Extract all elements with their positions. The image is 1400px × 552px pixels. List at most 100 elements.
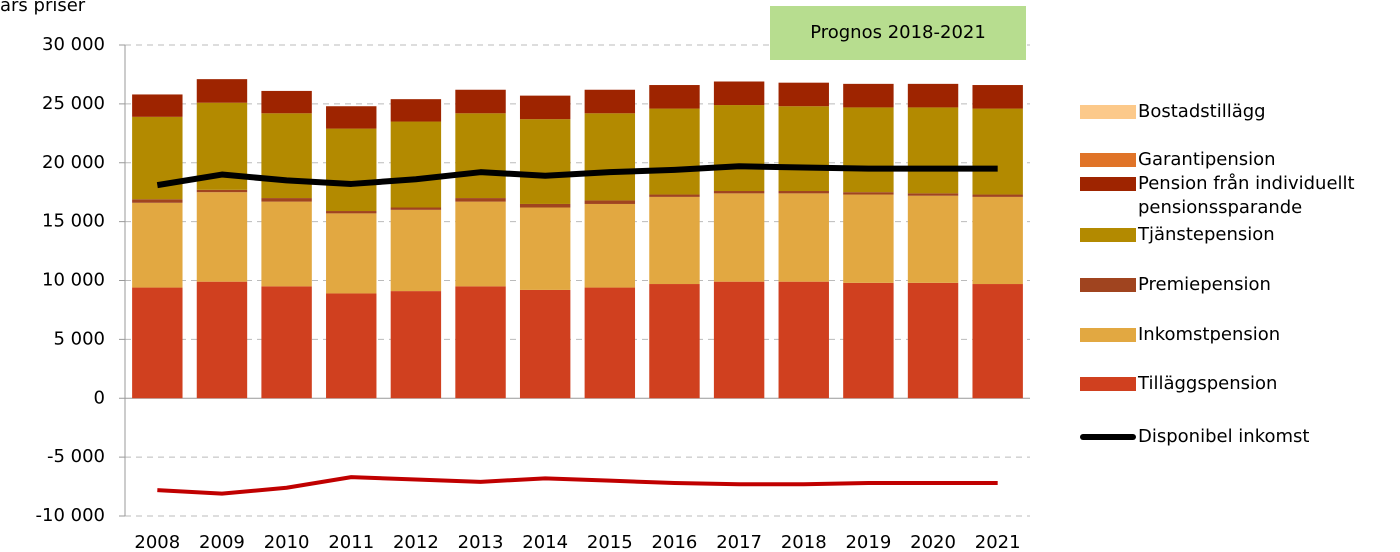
bar-segment	[519, 119, 571, 204]
line	[156, 163, 998, 189]
x-tick-label: 2017	[716, 532, 762, 552]
bar-segment	[519, 207, 571, 290]
legend-label: Premiepension	[1138, 274, 1271, 295]
bar-segment	[584, 287, 636, 399]
x-tick-label: 2011	[328, 532, 374, 552]
x-tick-label: 2016	[652, 532, 698, 552]
legend-label: Tjänstepension	[1138, 224, 1275, 245]
bar-segment	[778, 191, 829, 194]
bar-segment	[907, 83, 959, 108]
legend-item: Inkomstpension	[1080, 323, 1400, 347]
bar-segment	[972, 85, 1023, 109]
bar-segment	[843, 83, 894, 108]
bar-segment	[132, 116, 183, 200]
bar-segment	[713, 81, 765, 106]
x-tick-label: 2013	[458, 532, 504, 552]
bar-segment	[972, 196, 1023, 285]
bar-segment	[713, 193, 765, 282]
legend-item: Garantipension	[1080, 148, 1400, 172]
bar-segment	[455, 89, 506, 114]
x-tick-label: 2020	[910, 532, 956, 552]
y-tick-label: -10 000	[36, 505, 105, 526]
y-tick-label: 30 000	[42, 34, 105, 55]
bar-segment	[326, 211, 377, 214]
annotation: Prognos 2018-2021	[810, 22, 986, 43]
bar-segment	[778, 106, 829, 192]
bar-segment	[649, 108, 700, 195]
legend-item: Disponibel inkomst	[1080, 425, 1400, 449]
bar-segment	[907, 195, 959, 283]
legend-label: Bostadstillägg	[1138, 101, 1266, 122]
bar-segment	[132, 94, 183, 117]
bar-segment	[843, 194, 894, 283]
bar-segment	[972, 108, 1023, 195]
bar-segment	[843, 282, 894, 399]
bar-segment	[326, 213, 377, 294]
legend-item: Tjänstepension	[1080, 223, 1400, 247]
x-tick-label: 2012	[393, 532, 439, 552]
bar-segment	[196, 189, 248, 193]
bar-segment	[843, 192, 894, 195]
bar-segment	[907, 193, 959, 196]
bar-segment	[326, 106, 377, 129]
y-tick-label: 5 000	[53, 328, 105, 349]
legend-swatch	[1080, 328, 1136, 342]
bar-segment	[390, 291, 442, 399]
legend-swatch	[1080, 434, 1136, 440]
bar-segment	[390, 99, 442, 122]
y-tick-label: 0	[94, 387, 105, 408]
bar-segment	[713, 281, 765, 399]
bar-segment	[584, 200, 636, 204]
bar-segment	[649, 196, 700, 285]
bar-segment	[261, 201, 312, 287]
bar-segment	[778, 281, 829, 399]
bar-segment	[713, 191, 765, 194]
bar-segment	[261, 198, 312, 202]
legend-label: Disponibel inkomst	[1138, 426, 1310, 447]
bar-segment	[390, 121, 442, 208]
bar-segment	[649, 194, 700, 197]
legend-swatch	[1080, 105, 1136, 119]
bar-segment	[326, 128, 377, 212]
bar-segment	[132, 287, 183, 399]
bar-segment	[132, 199, 183, 203]
annotation-box	[770, 6, 1026, 60]
legend-label: Garantipension	[1138, 149, 1276, 170]
bar-segment	[713, 105, 765, 192]
bar-segment	[778, 193, 829, 282]
legend-swatch	[1080, 377, 1136, 391]
legend-label: Tilläggspension	[1138, 373, 1278, 394]
bar-segment	[455, 113, 506, 199]
bar-segment	[778, 82, 829, 107]
legend-swatch	[1080, 153, 1136, 167]
bar-segment	[326, 293, 377, 399]
legend-swatch	[1080, 228, 1136, 242]
bar-segment	[261, 113, 312, 199]
x-tick-label: 2019	[845, 532, 891, 552]
bar-segment	[972, 194, 1023, 197]
x-tick-label: 2010	[264, 532, 310, 552]
y-tick-label: 15 000	[42, 211, 105, 232]
legend-item: Pension från individuellt pensionssparan…	[1080, 172, 1400, 220]
bar-segment	[584, 203, 636, 288]
bar-segment	[519, 289, 571, 399]
legend-label: Pension från individuellt pensionssparan…	[1138, 173, 1355, 218]
legend-item: Bostadstillägg	[1080, 100, 1400, 124]
bar-segment	[261, 90, 312, 114]
bar-segment	[972, 284, 1023, 399]
bar-segment	[519, 203, 571, 208]
legend-item: Tilläggspension	[1080, 372, 1400, 396]
bar-segment	[390, 207, 442, 210]
bar-segment	[584, 89, 636, 114]
legend-item: Premiepension	[1080, 273, 1400, 297]
bar-segment	[196, 192, 248, 282]
y-tick-label: 10 000	[42, 270, 105, 291]
y-tick-label: 25 000	[42, 93, 105, 114]
bar-segment	[132, 202, 183, 288]
bar-segment	[584, 113, 636, 201]
bar-segment	[843, 107, 894, 193]
bar-segment	[455, 286, 506, 399]
bar-segment	[649, 284, 700, 399]
